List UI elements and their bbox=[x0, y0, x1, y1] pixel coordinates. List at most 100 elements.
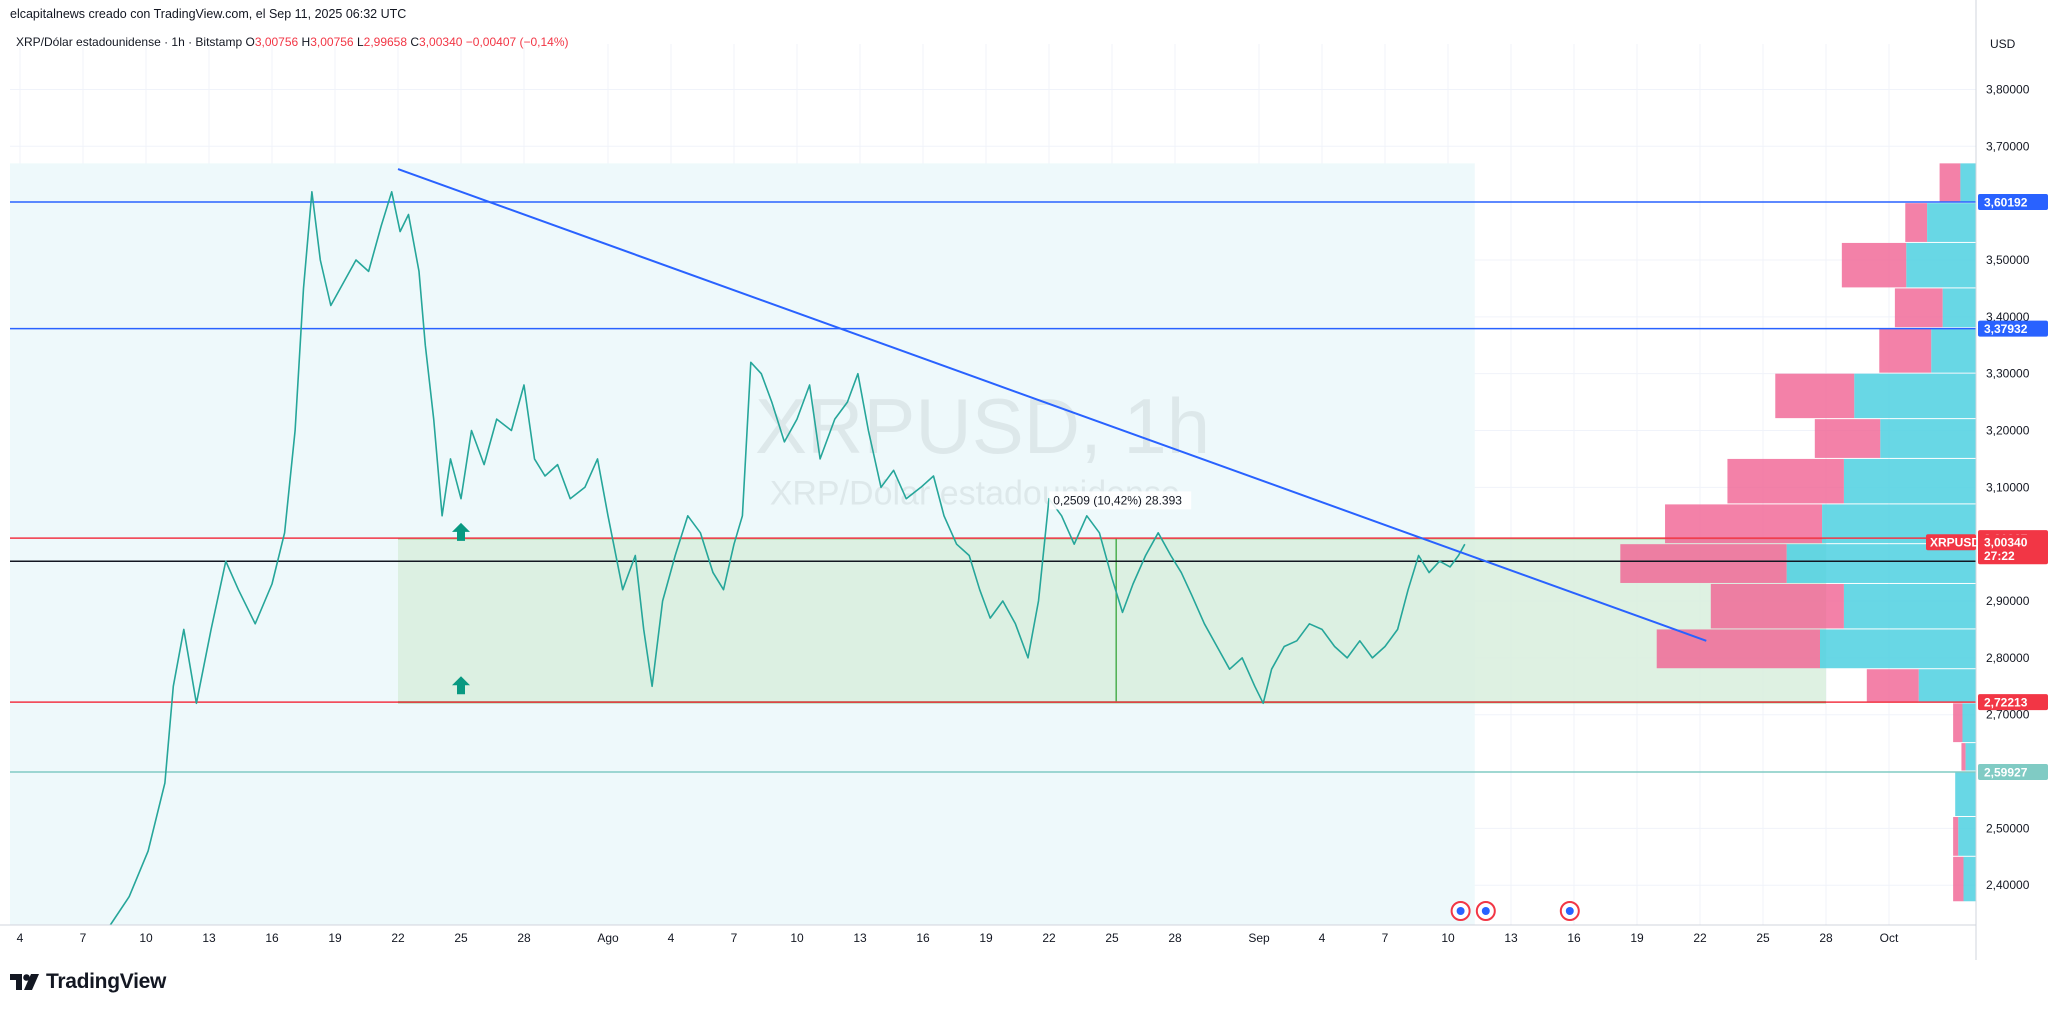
y-tick-label: 3,10000 bbox=[1986, 480, 2030, 494]
x-tick-label: 7 bbox=[1382, 931, 1389, 945]
volume-profile-bar-down bbox=[1953, 817, 1959, 856]
change-value: −0,00407 (−0,14%) bbox=[465, 35, 569, 49]
price-tag bbox=[1978, 763, 2048, 780]
volume-profile-bar-up bbox=[1843, 583, 1976, 629]
x-tick-label: 4 bbox=[17, 931, 24, 945]
volume-profile-bar-up bbox=[1786, 544, 1976, 583]
economic-event-flag-icon-dot bbox=[1565, 907, 1574, 915]
volume-profile-bar-up bbox=[1960, 163, 1976, 203]
price-tag-label: 3,37932 bbox=[1984, 322, 2028, 336]
y-tick-label: 3,30000 bbox=[1986, 367, 2030, 381]
economic-event-flag-icon-dot bbox=[1481, 907, 1490, 915]
volume-profile-bar-down bbox=[1939, 163, 1961, 203]
x-tick-label: 28 bbox=[517, 931, 531, 945]
price-tag bbox=[1978, 694, 2048, 711]
volume-profile-bar-up bbox=[1963, 856, 1976, 902]
volume-profile-bar-down bbox=[1665, 504, 1823, 544]
x-tick-label: 28 bbox=[1819, 931, 1833, 945]
current-price-tag bbox=[1978, 534, 2048, 565]
volume-profile-bar-down bbox=[1841, 242, 1907, 288]
volume-profile-bar-down bbox=[1879, 328, 1932, 373]
volume-profile-bar-up bbox=[1965, 743, 1976, 771]
volume-profile-bar-down bbox=[1961, 743, 1966, 771]
y-tick-label: 3,80000 bbox=[1986, 82, 2030, 96]
open-label: O bbox=[245, 35, 255, 49]
x-tick-label: 10 bbox=[790, 931, 804, 945]
volume-profile-bar-up bbox=[1918, 669, 1976, 703]
volume-profile-bar-down bbox=[1727, 458, 1844, 504]
brand-name: TradingView bbox=[46, 970, 167, 993]
chart-caption: elcapitalnews creado con TradingView.com… bbox=[10, 7, 407, 21]
x-tick-label: 7 bbox=[731, 931, 738, 945]
volume-profile-bar-down bbox=[1953, 856, 1964, 902]
symbol-tag-label: XRPUSD bbox=[1930, 536, 1980, 550]
x-tick-label: 13 bbox=[202, 931, 216, 945]
volume-profile-bar-up bbox=[1955, 771, 1976, 817]
x-tick-label: 25 bbox=[1756, 931, 1770, 945]
volume-profile-bar-down bbox=[1656, 629, 1820, 669]
x-tick-label: 10 bbox=[139, 931, 153, 945]
x-tick-label: 25 bbox=[454, 931, 468, 945]
open-value: 3,00756 bbox=[254, 35, 299, 49]
price-tag-label: 3,60192 bbox=[1984, 196, 2028, 210]
symbol-info: XRP/Dólar estadounidense · 1h · Bitstamp… bbox=[16, 35, 569, 49]
x-tick-label: 28 bbox=[1168, 931, 1182, 945]
volume-profile-bar-down bbox=[1905, 203, 1928, 242]
volume-profile-bar-down bbox=[1866, 669, 1919, 703]
y-tick-label: 3,20000 bbox=[1986, 424, 2030, 438]
volume-profile-bar-down bbox=[1814, 419, 1881, 458]
x-tick-label: 22 bbox=[1042, 931, 1056, 945]
x-tick-label: 4 bbox=[1319, 931, 1326, 945]
y-tick-label: 2,80000 bbox=[1986, 651, 2030, 665]
y-tick-label: 3,50000 bbox=[1986, 253, 2030, 267]
x-tick-label: 22 bbox=[1693, 931, 1707, 945]
x-tick-label: 4 bbox=[668, 931, 675, 945]
price-series-line bbox=[109, 191, 1466, 926]
range-zone bbox=[398, 538, 1826, 703]
y-tick-label: 3,70000 bbox=[1986, 139, 2030, 153]
price-tag-label: 2,59927 bbox=[1984, 765, 2028, 779]
x-tick-label: 19 bbox=[979, 931, 993, 945]
close-label: C bbox=[410, 35, 420, 49]
volume-profile-bar-up bbox=[1958, 817, 1976, 856]
tradingview-logo[interactable]: TradingView bbox=[10, 970, 166, 994]
economic-event-flag-icon-dot bbox=[1456, 907, 1465, 915]
low-value: 2,99658 bbox=[363, 35, 408, 49]
price-tag bbox=[1978, 320, 2048, 337]
x-tick-label: 13 bbox=[1504, 931, 1518, 945]
up-arrow-marker bbox=[452, 522, 470, 541]
volume-profile-bar-down bbox=[1620, 544, 1787, 583]
x-tick-label: 7 bbox=[80, 931, 87, 945]
measure-label-bg bbox=[1049, 491, 1192, 510]
volume-profile-bar-up bbox=[1931, 328, 1976, 373]
y-tick-label: 2,40000 bbox=[1986, 878, 2030, 892]
x-tick-label: 22 bbox=[391, 931, 405, 945]
x-tick-label: 16 bbox=[1567, 931, 1581, 945]
volume-profile-bar-up bbox=[1854, 373, 1976, 419]
low-label: L bbox=[356, 35, 364, 49]
current-price-label: 3,00340 bbox=[1984, 536, 2028, 550]
close-value: 3,00340 bbox=[419, 35, 463, 49]
volume-profile-bar-up bbox=[1820, 629, 1976, 669]
measure-label: 0,2509 (10,42%) 28.393 bbox=[1053, 493, 1182, 507]
volume-profile-bar-down bbox=[1894, 288, 1943, 328]
symbol-label[interactable]: XRP/Dólar estadounidense · 1h · Bitstamp bbox=[16, 35, 243, 49]
watermark-symbol: XRPUSD, 1h bbox=[755, 382, 1210, 470]
volume-profile-bar-up bbox=[1843, 458, 1976, 504]
tradingview-logo-icon bbox=[10, 974, 39, 990]
countdown-label: 27:22 bbox=[1984, 549, 2015, 563]
high-label: H bbox=[301, 35, 311, 49]
x-tick-label: 19 bbox=[1630, 931, 1644, 945]
high-value: 3,00756 bbox=[310, 35, 354, 49]
y-tick-label: 2,50000 bbox=[1986, 821, 2030, 835]
volume-profile-bar-down bbox=[1775, 373, 1855, 419]
x-tick-label: 10 bbox=[1441, 931, 1455, 945]
x-tick-label: 16 bbox=[265, 931, 279, 945]
volume-profile-bar-up bbox=[1962, 703, 1976, 743]
up-arrow-marker bbox=[452, 676, 470, 695]
symbol-tag bbox=[1926, 534, 1976, 551]
x-tick-label: Sep bbox=[1248, 931, 1270, 945]
volume-profile-bar-up bbox=[1880, 419, 1976, 458]
descending-trendline bbox=[397, 168, 1707, 642]
